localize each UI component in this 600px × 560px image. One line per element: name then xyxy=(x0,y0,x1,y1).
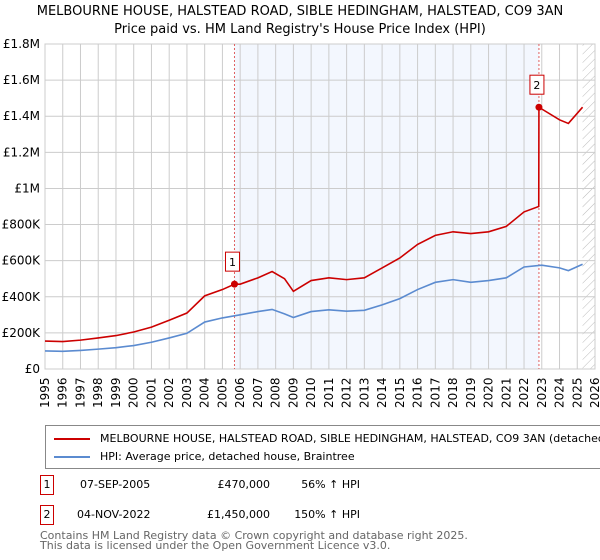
legend-swatch xyxy=(54,437,90,440)
x-tick-label: 2022 xyxy=(517,377,531,408)
footer: Contains HM Land Registry data © Crown c… xyxy=(40,529,468,552)
x-tick-label: 2025 xyxy=(570,377,584,408)
x-tick-label: 2012 xyxy=(340,377,354,408)
x-tick-label: 2001 xyxy=(144,377,158,408)
x-tick-label: 2008 xyxy=(269,377,283,408)
sale-label: 1 xyxy=(229,256,236,269)
sale-label-box xyxy=(224,251,240,272)
y-tick-label: £1.6M xyxy=(3,73,40,87)
series-line xyxy=(44,263,583,353)
sale-label-box xyxy=(529,74,545,95)
y-tick-label: £800K xyxy=(2,218,42,232)
x-tick-label: 2016 xyxy=(411,377,425,408)
x-tick-label: 2024 xyxy=(553,377,567,408)
x-tick-label: 2020 xyxy=(482,377,496,408)
price-chart: 1995 1996 1997 1998 1999 2000 2001 2002 2003 2004… xyxy=(2,37,600,408)
sale-point xyxy=(230,280,238,288)
subtitle-line: Price paid vs. HM Land Registry's House … xyxy=(114,22,486,37)
x-tick-label: 2019 xyxy=(464,377,478,408)
x-tick-label: 2000 xyxy=(127,377,141,408)
y-tick-label: £400K xyxy=(2,290,42,304)
y-tick-label: £1.4M xyxy=(3,109,40,123)
title-line: MELBOURNE HOUSE, HALSTEAD ROAD, SIBLE HE… xyxy=(36,4,564,19)
future-hatch xyxy=(582,44,595,369)
x-tick-label: 2011 xyxy=(322,377,336,408)
y-tick-label: £0 xyxy=(25,362,40,376)
x-tick-label: 1998 xyxy=(91,377,105,408)
shaded-period xyxy=(234,44,539,369)
x-tick-label: 2026 xyxy=(588,377,600,408)
x-tick-label: 2004 xyxy=(198,377,212,408)
y-tick-label: £200K xyxy=(2,326,42,340)
sale-label: 2 xyxy=(533,79,540,92)
legend-swatch xyxy=(54,455,90,458)
series-line xyxy=(44,105,584,343)
legend-label: MELBOURNE HOUSE, HALSTEAD ROAD, SIBLE HE… xyxy=(100,432,600,445)
x-tick-label: 2013 xyxy=(357,377,371,408)
sale-price: £470,000 xyxy=(217,478,271,491)
footer-line: Contains HM Land Registry data © Crown c… xyxy=(40,529,468,542)
sale-date: 07-SEP-2005 xyxy=(80,478,151,491)
x-tick-label: 2023 xyxy=(535,377,549,408)
x-tick-label: 2010 xyxy=(304,377,318,408)
x-tick-label: 2021 xyxy=(499,377,513,408)
sale-date: 04-NOV-2022 xyxy=(77,508,151,521)
x-tick-label: 1999 xyxy=(109,377,123,408)
legend-label: HPI: Average price, detached house, Brai… xyxy=(100,450,355,463)
x-tick-label: 2014 xyxy=(375,377,389,408)
chart-title: MELBOURNE HOUSE, HALSTEAD ROAD, SIBLE HE… xyxy=(0,3,600,39)
sale-row: 1 07-SEP-2005 £470,000 56% ↑ HPI xyxy=(40,475,440,495)
sale-point xyxy=(535,103,543,111)
x-tick-label: 2003 xyxy=(180,377,194,408)
x-tick-label: 2007 xyxy=(251,377,265,408)
x-tick-label: 2018 xyxy=(446,377,460,408)
sale-marker: 2 xyxy=(40,505,54,525)
y-tick-label: £600K xyxy=(2,254,42,268)
y-tick-label: £1.8M xyxy=(3,37,40,51)
x-tick-label: 2017 xyxy=(428,377,442,408)
x-tick-label: 1997 xyxy=(73,377,87,408)
legend-item-hpi: HPI: Average price, detached house, Brai… xyxy=(54,450,355,463)
plot-frame xyxy=(44,43,596,370)
sale-row: 2 04-NOV-2022 £1,450,000 150% ↑ HPI xyxy=(40,505,440,525)
footer-line: This data is licensed under the Open Gov… xyxy=(40,539,391,552)
sale-hpi: 56% ↑ HPI xyxy=(301,478,360,491)
y-tick-label: £1.2M xyxy=(3,145,40,159)
y-tick-label: £1M xyxy=(14,181,40,195)
sale-hpi: 150% ↑ HPI xyxy=(294,508,360,521)
legend: MELBOURNE HOUSE, HALSTEAD ROAD, SIBLE HE… xyxy=(45,425,600,469)
x-tick-label: 2009 xyxy=(286,377,300,408)
sale-price: £1,450,000 xyxy=(207,508,270,521)
x-tick-label: 1995 xyxy=(38,377,52,408)
sale-marker: 1 xyxy=(40,475,54,495)
x-tick-label: 2005 xyxy=(215,377,229,408)
x-tick-label: 2006 xyxy=(233,377,247,408)
x-tick-label: 1996 xyxy=(56,377,70,408)
x-tick-label: 2015 xyxy=(393,377,407,408)
x-tick-label: 2002 xyxy=(162,377,176,408)
legend-item-property: MELBOURNE HOUSE, HALSTEAD ROAD, SIBLE HE… xyxy=(54,432,600,445)
